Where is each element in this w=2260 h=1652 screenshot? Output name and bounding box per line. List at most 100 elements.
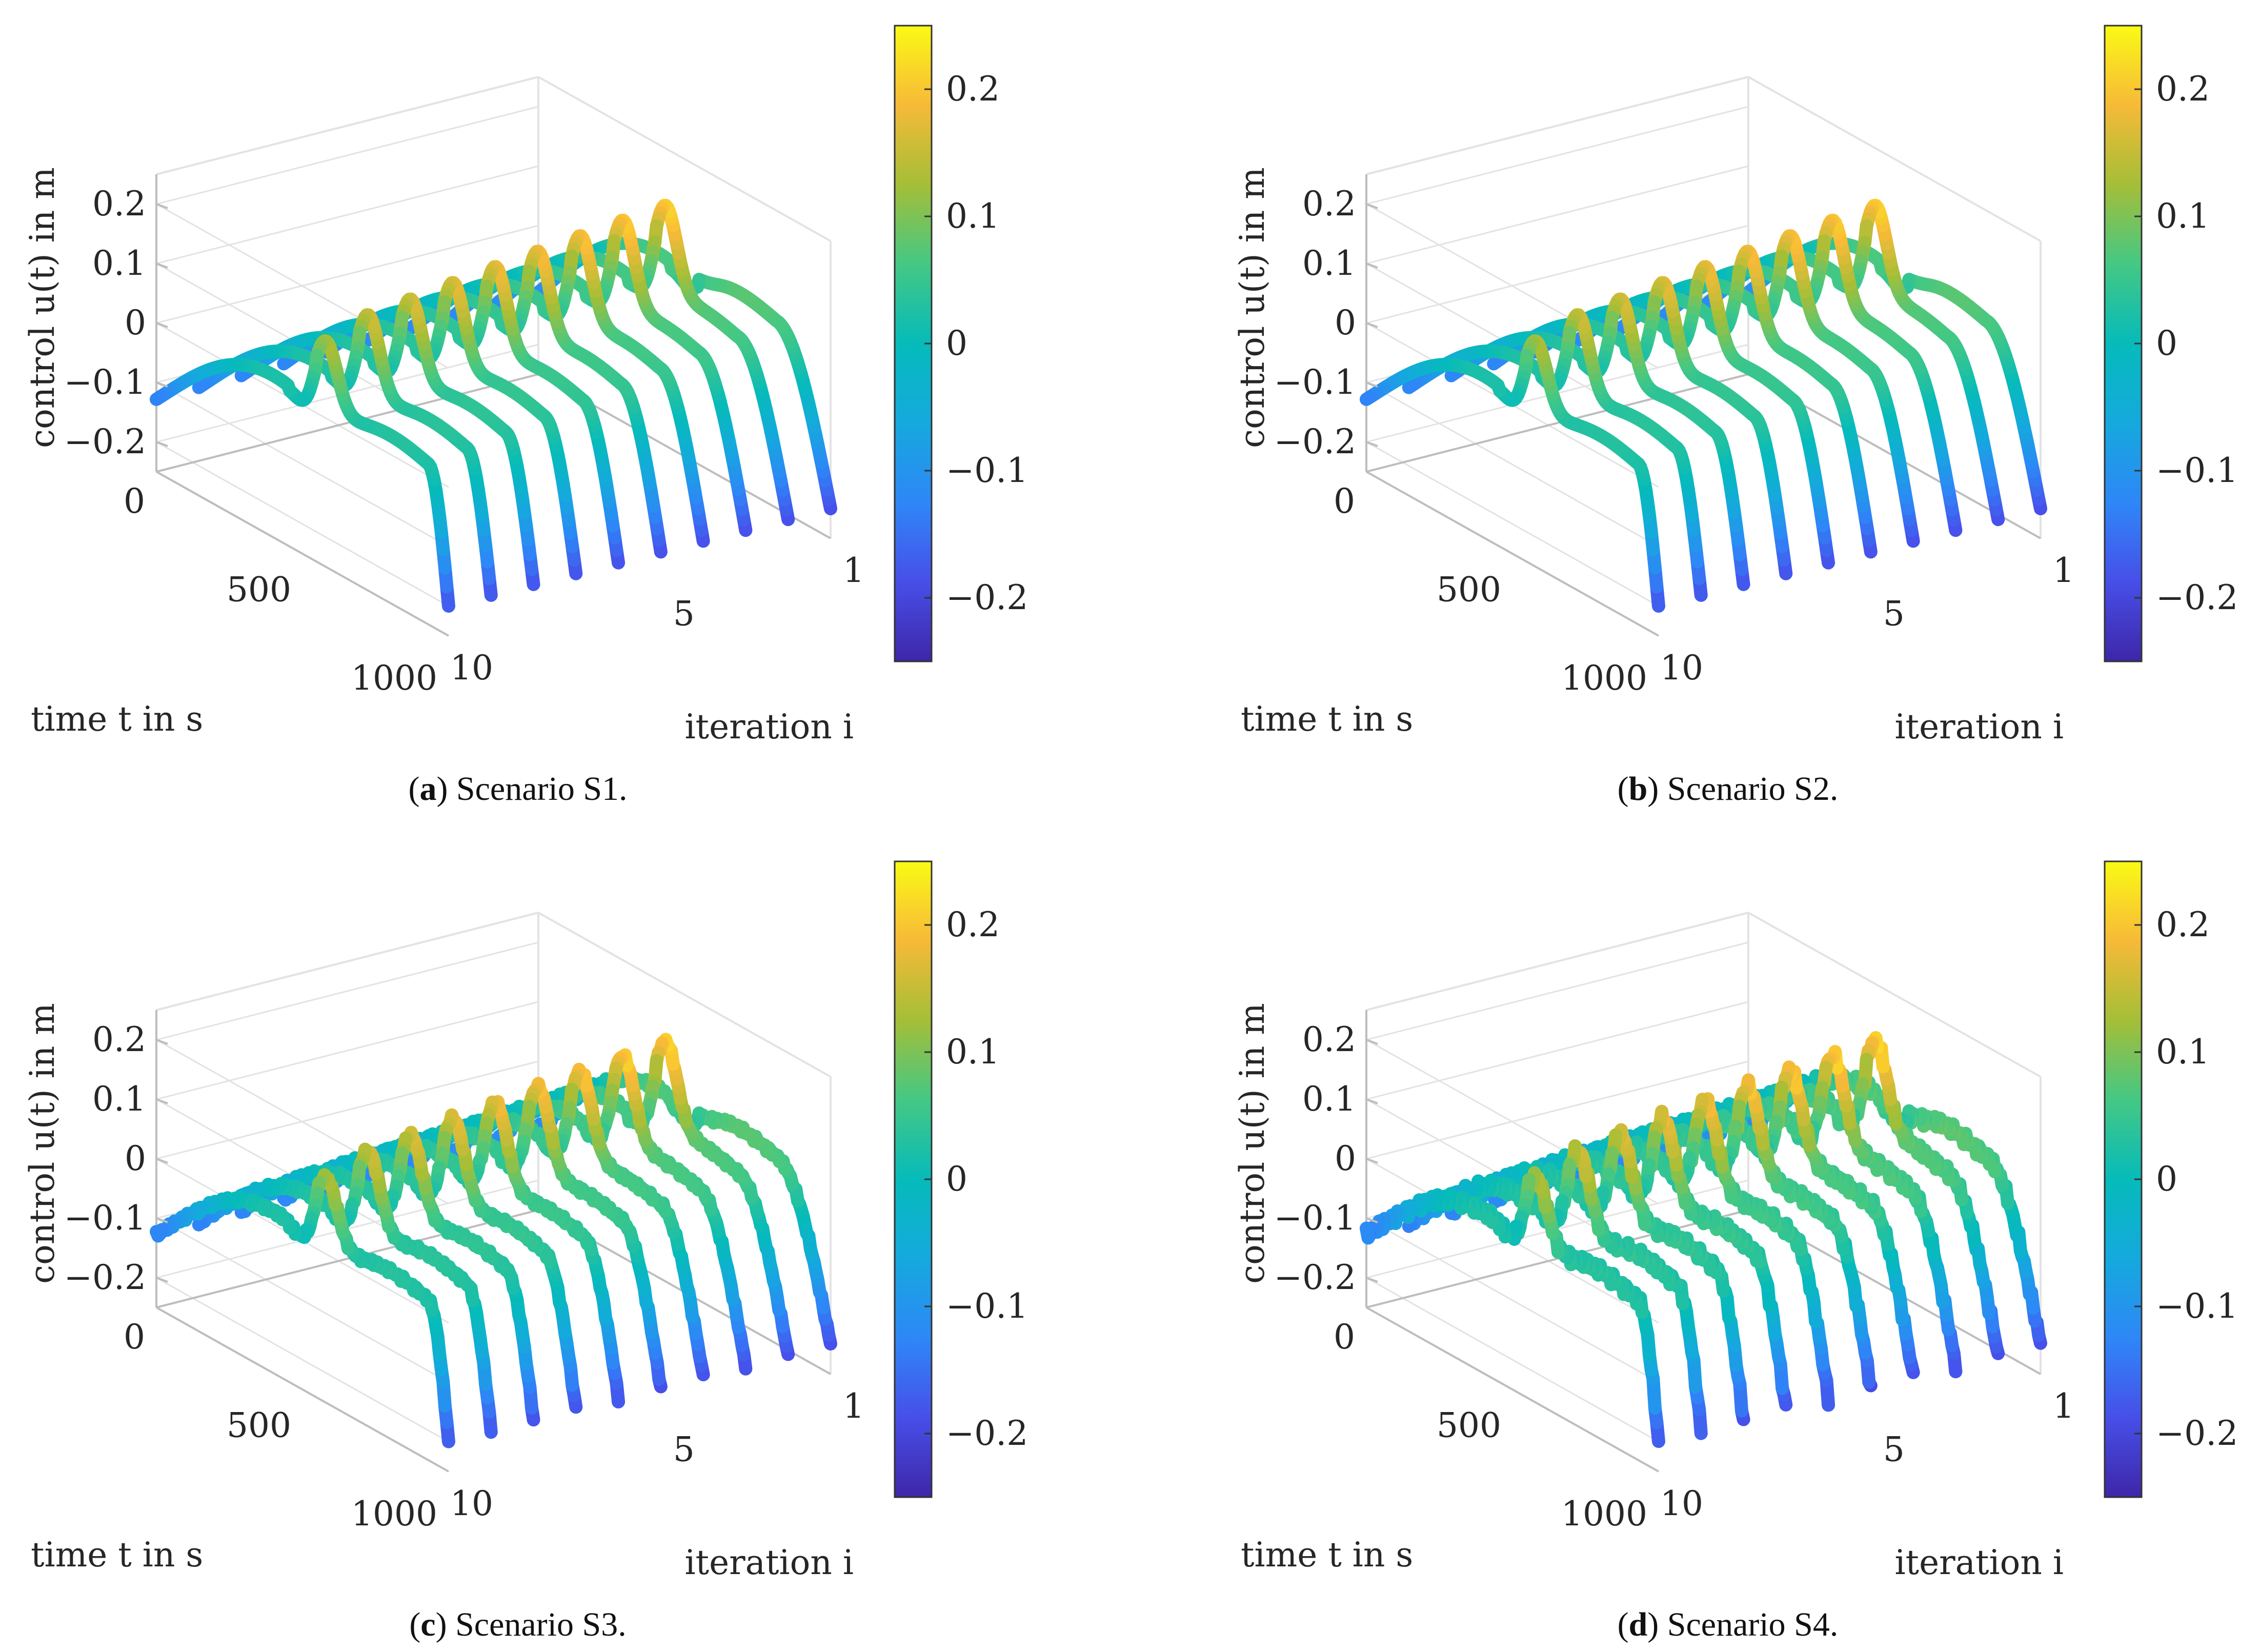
panel-caption: (c) Scenario S3. [409,1606,626,1643]
colorbar-tick-label: 0.1 [946,1032,1000,1072]
data-segment [1360,391,1375,406]
z-tick-label: −0.1 [64,1198,146,1238]
time-axis-back [156,1209,539,1308]
colorbar-tick-label: −0.1 [2156,451,2238,490]
iteration-tick-label: 1 [843,1386,864,1426]
z-tick [1366,322,1378,328]
data-segment [404,1155,420,1173]
data-segment [447,308,462,323]
time-axis-back [156,373,539,473]
iteration-tick-label: 10 [450,1484,493,1523]
z-tick [156,441,168,447]
z-tick-label: 0 [1335,303,1356,343]
data-segment [1487,355,1502,371]
data-segment [277,355,292,371]
z-tick [156,263,168,269]
time-axis-back [1366,373,1749,473]
z-tick-label: 0.1 [92,244,146,283]
box-edge [1748,76,2041,242]
iteration-tick-label: 1 [2053,551,2074,590]
iteration-tick-label: 1 [843,551,864,590]
panel-caption-text: Scenario S1. [456,770,628,808]
iteration-axis-label: iteration i [1894,707,2064,747]
z-tick [1366,381,1378,388]
data-segment [404,320,420,335]
panel-caption: (a) Scenario S1. [408,770,627,808]
z-tick [1366,441,1378,447]
box-edge [538,76,831,242]
time-tick-label: 500 [227,1406,291,1445]
time-tick-label: 500 [227,570,291,610]
z-tick-label: 0.2 [92,184,146,224]
z-tick-label: −0.2 [64,422,146,461]
data-segment [1571,332,1587,347]
panel-label: a [419,770,436,808]
colorbar-tick-label: −0.2 [946,1414,1028,1453]
z-tick-label: 0.2 [92,1020,146,1059]
data-segment [192,1217,208,1232]
z-tick-label: 0.1 [1302,244,1356,283]
data-segment [489,296,505,311]
box-edge [1366,76,1749,175]
data-segment [1657,308,1672,323]
iteration-tick-label: 5 [1883,594,1905,633]
z-tick [156,203,168,209]
colorbar-tick-label: 0.2 [946,69,1000,109]
z-tick-label: −0.2 [64,1258,146,1297]
time-axis-label: time t in s [31,1535,203,1575]
z-tick-label: −0.1 [1274,362,1356,402]
iteration-tick-label: 5 [673,1429,695,1469]
time-tick-label: 1000 [351,658,437,698]
box-edge [1366,912,1749,1011]
box-edge [1748,912,2041,1078]
iteration-tick-label: 10 [1660,648,1703,688]
box-edge [538,912,831,1078]
panel-caption-text: Scenario S3. [455,1606,627,1643]
data-segment [192,379,208,394]
time-axis-label: time t in s [1241,699,1413,739]
iteration-axis-label: iteration i [684,707,854,747]
series-iteration-10 [150,334,455,613]
panel-caption-text: Scenario S2. [1667,770,1839,808]
z-tick-label: −0.2 [1274,422,1356,461]
time-tick-label: 0 [124,1317,145,1357]
time-axis-label: time t in s [31,699,203,739]
colorbar-tick-label: 0.2 [2156,69,2210,109]
iteration-axis [156,471,449,637]
data-segment [361,332,377,347]
colorbar-tick-label: −0.2 [2156,578,2238,617]
z-gridline [1364,225,1749,488]
time-tick-label: 0 [124,481,145,521]
data-segment [150,1225,165,1243]
panel-caption: (b) Scenario S2. [1618,770,1839,808]
data-segment [1699,296,1714,311]
z-tick-label: 0 [125,303,146,343]
colorbar-tick-label: 0.1 [2156,196,2210,236]
z-axis-label: control u(t) in m [23,1003,62,1284]
series-iteration-10 [1360,334,1665,613]
z-tick [156,381,168,388]
colorbar-tick-label: −0.2 [946,578,1028,617]
data-segment [1402,379,1418,394]
z-gridline [154,225,539,488]
iteration-tick-label: 10 [450,648,493,688]
data-segment [447,1143,462,1157]
data-segment [234,368,250,382]
z-tick-label: 0 [125,1139,146,1178]
iteration-tick-label: 5 [673,594,695,633]
colorbar-tick-label: 0 [2156,324,2177,363]
time-tick-label: 1000 [1561,658,1647,698]
z-tick-label: 0.1 [92,1079,146,1119]
z-axis-label: control u(t) in m [1233,167,1272,448]
z-axis-label: control u(t) in m [23,167,62,448]
z-tick [156,322,168,328]
panel-label: c [420,1606,435,1643]
data-segment [1614,320,1630,335]
panel-label: b [1629,770,1648,808]
time-tick-label: 0 [1334,481,1355,521]
